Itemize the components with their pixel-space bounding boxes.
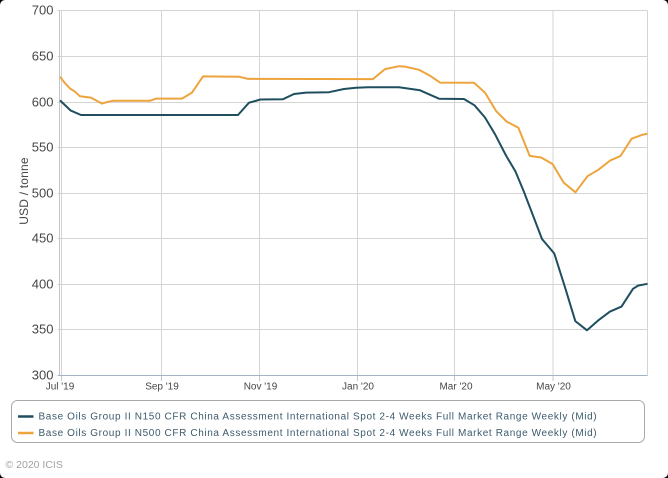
svg-text:Base Oils Group II N500 CFR Ch: Base Oils Group II N500 CFR China Assess… [39,428,598,439]
svg-text:650: 650 [32,48,54,63]
svg-text:350: 350 [32,321,54,336]
svg-text:550: 550 [32,139,54,154]
svg-text:Jan '20: Jan '20 [342,382,374,393]
svg-text:© 2020 ICIS: © 2020 ICIS [6,459,63,471]
svg-text:Base Oils Group II N150 CFR Ch: Base Oils Group II N150 CFR China Assess… [39,412,598,423]
svg-text:300: 300 [32,368,54,383]
svg-text:Jul '19: Jul '19 [46,382,75,393]
svg-text:Nov '19: Nov '19 [244,382,278,393]
svg-text:400: 400 [32,276,54,291]
svg-text:Mar '20: Mar '20 [439,382,472,393]
svg-text:USD / tonne: USD / tonne [17,157,31,225]
svg-text:500: 500 [32,185,54,200]
svg-text:Sep '19: Sep '19 [145,382,179,393]
svg-text:May '20: May '20 [536,382,571,393]
svg-text:450: 450 [32,230,54,245]
svg-text:600: 600 [32,94,54,109]
svg-text:700: 700 [32,2,54,17]
